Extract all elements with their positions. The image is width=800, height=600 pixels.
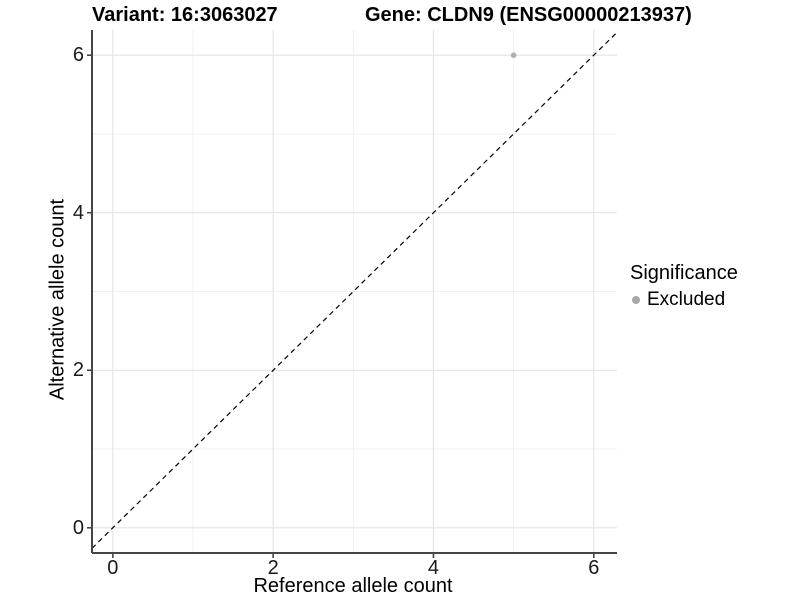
- legend-item-label: Excluded: [647, 289, 726, 310]
- x-tick-label: 0: [107, 557, 119, 579]
- y-tick-label: 4: [72, 201, 84, 224]
- x-axis-title: Reference allele count: [253, 575, 453, 597]
- excluded-point-icon: [632, 296, 640, 304]
- x-tick-label: 2: [267, 557, 279, 579]
- plot-title-gene: Gene: CLDN9 (ENSG00000213937): [365, 4, 692, 26]
- identity-dashed-line: [91, 31, 618, 549]
- legend: Significance Excluded: [630, 262, 738, 311]
- data-point: [510, 52, 517, 59]
- y-tick-label: 6: [72, 44, 84, 67]
- legend-title: Significance: [630, 262, 738, 284]
- x-tick-label: 4: [427, 557, 439, 579]
- y-axis-title: Alternative allele count: [46, 198, 69, 401]
- legend-item-excluded: Excluded: [630, 289, 738, 311]
- y-tick-label: 0: [72, 516, 84, 539]
- plot-title-variant: Variant: 16:3063027: [92, 4, 278, 26]
- y-tick-label: 2: [72, 359, 84, 382]
- x-tick-label: 6: [588, 557, 600, 579]
